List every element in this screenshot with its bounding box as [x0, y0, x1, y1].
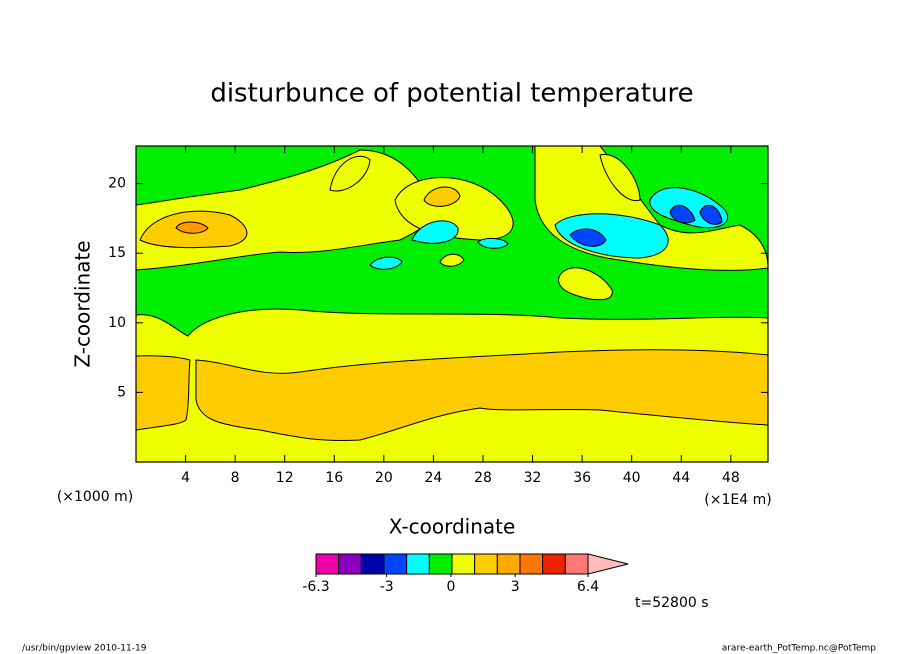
colorbar-box: [315, 553, 340, 575]
colorbar-arrow: [587, 553, 629, 575]
plot-frame: [135, 145, 769, 463]
annotation: t=52800 s: [635, 595, 709, 611]
x-tick-label: 8: [231, 470, 240, 486]
x-tick-label: 40: [623, 470, 641, 486]
y-tick-label: 5: [117, 384, 126, 400]
contour-field: [136, 146, 768, 462]
colorbar-box: [428, 553, 453, 575]
x-tick-label: 36: [573, 470, 591, 486]
chart-title: disturbunce of potential temperature: [210, 79, 693, 109]
x-tick-label: 28: [474, 470, 492, 486]
colorbar-box: [496, 553, 521, 575]
colorbar-box: [383, 553, 408, 575]
x-tick-label: 32: [524, 470, 542, 486]
colorbar-box: [360, 553, 385, 575]
colorbar-box: [338, 553, 362, 575]
colorbar-box: [451, 553, 476, 575]
footer: arare-earth_PotTemp.nc@PotTemp: [722, 644, 877, 654]
y-axis-title: Z-coordinate: [71, 240, 95, 367]
x-unit: (×1000 m): [57, 489, 133, 505]
x-tick-label: 44: [672, 470, 690, 486]
y-tick-label: 20: [108, 176, 126, 192]
x-unit: (×1E4 m): [704, 492, 771, 508]
y-tick-label: 10: [108, 315, 126, 331]
x-tick-label: 12: [276, 470, 294, 486]
x-axis-title: X-coordinate: [389, 515, 516, 539]
colorbar-box: [564, 553, 589, 575]
colorbar-label: -6.3: [302, 579, 329, 595]
colorbar-label: 3: [511, 579, 520, 595]
colorbar-box: [406, 553, 430, 575]
x-tick-label: 4: [181, 470, 190, 486]
colorbar-box: [519, 553, 544, 575]
colorbar-box: [474, 553, 498, 575]
x-tick-label: 16: [325, 470, 343, 486]
x-tick-label: 20: [375, 470, 393, 486]
colorbar-label: 6.4: [577, 579, 599, 595]
colorbar-box: [542, 553, 566, 575]
y-tick-label: 15: [108, 245, 126, 261]
colorbar-label: -3: [380, 579, 394, 595]
colorbar-label: 0: [446, 579, 455, 595]
x-tick-label: 24: [424, 470, 442, 486]
footer: /usr/bin/gpview 2010-11-19: [22, 644, 147, 654]
x-tick-label: 48: [722, 470, 740, 486]
